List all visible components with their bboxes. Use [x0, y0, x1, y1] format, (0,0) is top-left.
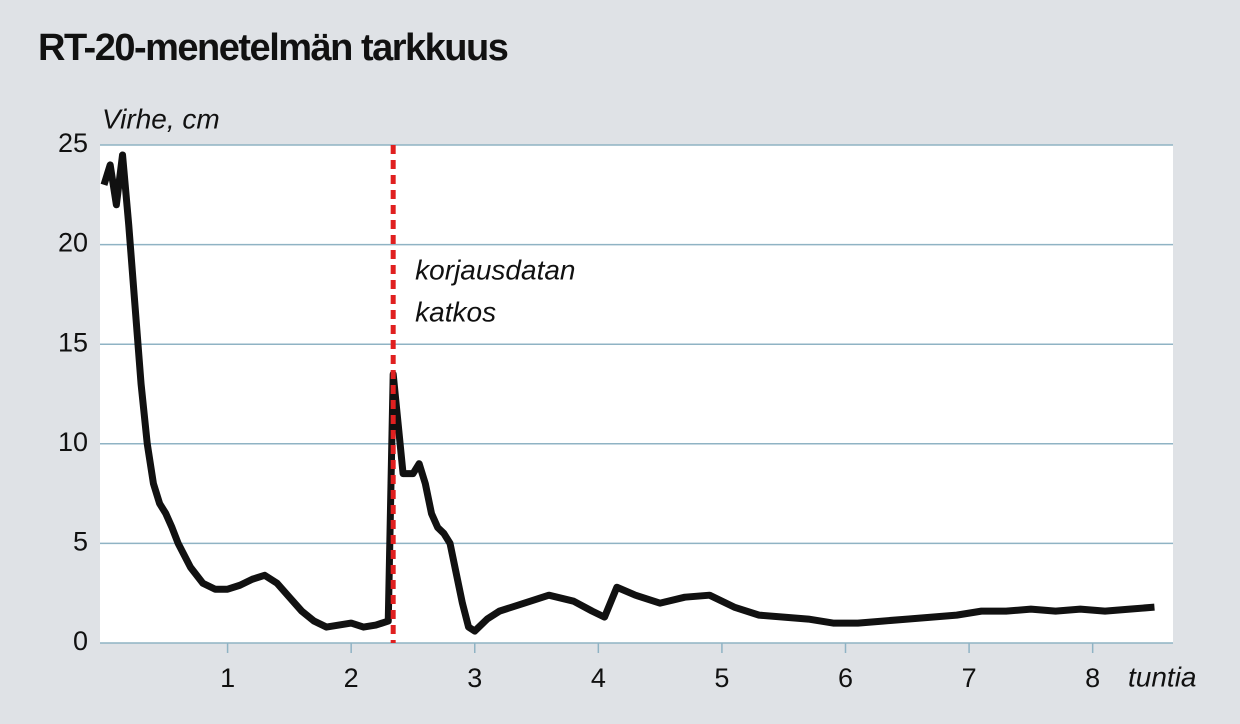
- x-tick-label: 8: [1085, 663, 1100, 693]
- annotation-text: katkos: [415, 296, 496, 327]
- y-tick-label: 10: [58, 427, 88, 457]
- y-tick-label: 5: [73, 527, 88, 557]
- y-tick-label: 15: [58, 327, 88, 357]
- x-tick-label: 4: [591, 663, 606, 693]
- x-axis-label: tuntia: [1128, 661, 1197, 692]
- y-axis-label: Virhe, cm: [102, 103, 220, 134]
- chart-title: RT-20-menetelmän tarkkuus: [38, 27, 508, 69]
- data-line: [100, 151, 1155, 635]
- x-tick-label: 2: [344, 663, 359, 693]
- x-tick-label: 1: [220, 663, 235, 693]
- plot-area: [100, 145, 1173, 643]
- x-tick-label: 3: [467, 663, 482, 693]
- annotation-text: korjausdatan: [415, 254, 575, 285]
- x-tick-label: 5: [714, 663, 729, 693]
- x-tick-label: 6: [838, 663, 853, 693]
- y-tick-label: 0: [73, 626, 88, 656]
- y-tick-label: 20: [58, 228, 88, 258]
- y-tick-label: 25: [58, 128, 88, 158]
- x-tick-label: 7: [962, 663, 977, 693]
